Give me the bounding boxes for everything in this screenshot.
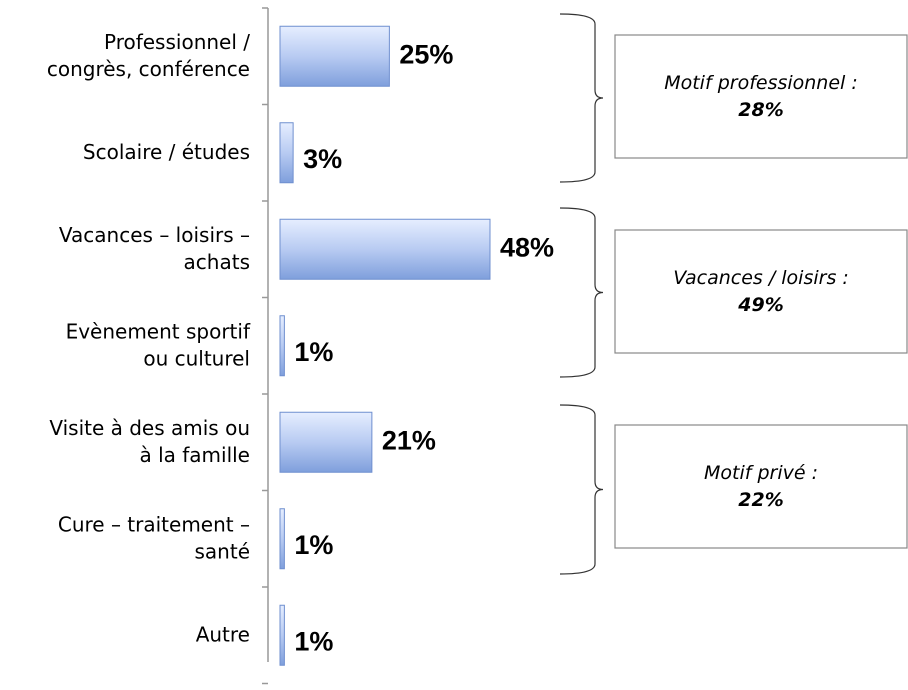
brace: [559, 404, 604, 575]
category-label: Professionnel / congrès, conférence: [47, 29, 250, 80]
bar: [279, 25, 390, 87]
bar: [279, 411, 373, 473]
value-label: 1%: [294, 530, 333, 560]
brace: [559, 13, 604, 183]
category-label: Cure – traitement – santé: [58, 512, 250, 563]
bar: [279, 218, 491, 280]
brace: [559, 207, 604, 378]
annotation-box: [614, 424, 908, 549]
category-label: Vacances – loisirs – achats: [59, 222, 250, 273]
category-label: Autre: [196, 622, 250, 646]
bar: [279, 508, 285, 570]
category-label: Visite à des amis ou à la famille: [49, 415, 250, 466]
category-label: Evènement sportif ou culturel: [66, 319, 251, 370]
annotation-text: Motif privé :: [704, 462, 818, 484]
annotation-box: [614, 34, 908, 159]
annotation-value: 49%: [737, 294, 783, 316]
value-label: 1%: [294, 626, 333, 656]
annotation-value: 28%: [738, 99, 783, 121]
annotation-text: Vacances / loisirs :: [673, 267, 849, 289]
annotation-text: Motif professionnel :: [664, 72, 858, 94]
bar: [279, 315, 285, 377]
value-label: 1%: [294, 337, 333, 367]
value-label: 21%: [382, 425, 436, 455]
category-label: Scolaire / études: [83, 139, 250, 163]
value-label: 3%: [303, 144, 342, 174]
value-label: 48%: [500, 232, 554, 262]
annotation-box: [614, 229, 908, 354]
annotation-value: 22%: [738, 489, 783, 511]
bar: [279, 122, 294, 184]
value-label: 25%: [399, 39, 453, 69]
bar: [279, 604, 285, 666]
